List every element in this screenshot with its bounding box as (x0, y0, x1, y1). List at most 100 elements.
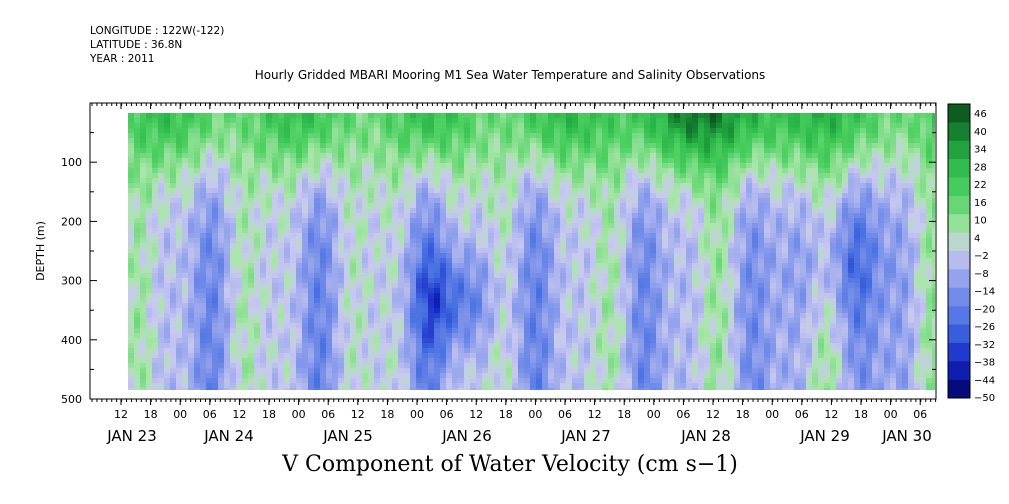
heatmap-cell (236, 188, 243, 194)
heatmap-cell (290, 278, 297, 284)
heatmap-cell (560, 348, 567, 354)
heatmap-cell (212, 383, 219, 389)
heatmap-cell (644, 213, 651, 219)
heatmap-cell (452, 318, 459, 324)
heatmap-cell (524, 313, 531, 319)
heatmap-cell (512, 148, 519, 154)
heatmap-cell (314, 388, 321, 390)
heatmap-cell (212, 228, 219, 234)
heatmap-cell (482, 253, 489, 259)
heatmap-cell (494, 263, 501, 269)
heatmap-cell (572, 338, 579, 344)
heatmap-cell (338, 263, 345, 269)
heatmap-cell (608, 318, 615, 324)
heatmap-cell (626, 358, 633, 364)
heatmap-cell (266, 378, 273, 384)
heatmap-cell (236, 353, 243, 359)
heatmap-cell (398, 303, 405, 309)
heatmap-cell (506, 253, 513, 259)
heatmap-cell (518, 308, 525, 314)
heatmap-cell (428, 223, 435, 229)
heatmap-cell (482, 163, 489, 169)
heatmap-cell (482, 218, 489, 224)
heatmap-cell (464, 238, 471, 244)
heatmap-cell (440, 298, 447, 304)
heatmap-cell (140, 288, 147, 294)
heatmap-cell (578, 163, 585, 169)
heatmap-cell (182, 343, 189, 349)
heatmap-cell (332, 353, 339, 359)
heatmap-cell (194, 263, 201, 269)
heatmap-cell (392, 143, 399, 149)
heatmap-cell (554, 203, 561, 209)
heatmap-cell (296, 233, 303, 239)
heatmap-cell (326, 183, 333, 189)
heatmap-cell (392, 263, 399, 269)
heatmap-cell (362, 248, 369, 254)
heatmap-cell (170, 113, 177, 119)
heatmap-cell (470, 183, 477, 189)
heatmap-cell (140, 148, 147, 154)
heatmap-cell (230, 273, 237, 279)
heatmap-cell (176, 298, 183, 304)
heatmap-cell (494, 333, 501, 339)
heatmap-cell (542, 153, 549, 159)
heatmap-cell (140, 198, 147, 204)
heatmap-cell (644, 208, 651, 214)
heatmap-cell (338, 283, 345, 289)
heatmap-cell (572, 178, 579, 184)
heatmap-cell (446, 313, 453, 319)
heatmap-cell (464, 158, 471, 164)
heatmap-cell (548, 278, 555, 284)
heatmap-cell (548, 233, 555, 239)
heatmap-cell (338, 318, 345, 324)
heatmap-cell (608, 303, 615, 309)
heatmap-cell (326, 328, 333, 334)
heatmap-cell (416, 318, 423, 324)
heatmap-cell (590, 323, 597, 329)
heatmap-cell (248, 373, 255, 379)
heatmap-cell (518, 258, 525, 264)
heatmap-cell (200, 298, 207, 304)
heatmap-cell (548, 283, 555, 289)
heatmap-cell (308, 353, 315, 359)
heatmap-cell (476, 128, 483, 134)
heatmap-cell (290, 128, 297, 134)
heatmap-cell (356, 323, 363, 329)
heatmap-cell (266, 313, 273, 319)
heatmap-cell (656, 223, 663, 229)
heatmap-cell (410, 298, 417, 304)
heatmap-cell (272, 273, 279, 279)
heatmap-cell (650, 218, 657, 224)
heatmap-cell (170, 233, 177, 239)
heatmap-cell (230, 178, 237, 184)
heatmap-cell (440, 363, 447, 369)
heatmap-cell (446, 168, 453, 174)
heatmap-cell (428, 178, 435, 184)
heatmap-cell (212, 173, 219, 179)
heatmap-cell (440, 358, 447, 364)
heatmap-cell (530, 203, 537, 209)
heatmap-cell (146, 213, 153, 219)
heatmap-cell (500, 353, 507, 359)
heatmap-cell (386, 193, 393, 199)
heatmap-cell (578, 343, 585, 349)
heatmap-cell (602, 363, 609, 369)
heatmap-cell (566, 178, 573, 184)
heatmap-cell (620, 178, 627, 184)
heatmap-cell (272, 323, 279, 329)
heatmap-cell (164, 268, 171, 274)
heatmap-cell (344, 198, 351, 204)
heatmap-cell (416, 273, 423, 279)
heatmap-cell (458, 208, 465, 214)
heatmap-cell (338, 278, 345, 284)
heatmap-cell (476, 348, 483, 354)
heatmap-cell (302, 223, 309, 229)
heatmap-cell (578, 278, 585, 284)
heatmap-cell (428, 358, 435, 364)
heatmap-cell (548, 138, 555, 144)
heatmap-cell (134, 338, 141, 344)
heatmap-cell (608, 268, 615, 274)
heatmap-cell (548, 123, 555, 129)
heatmap-cell (308, 128, 315, 134)
